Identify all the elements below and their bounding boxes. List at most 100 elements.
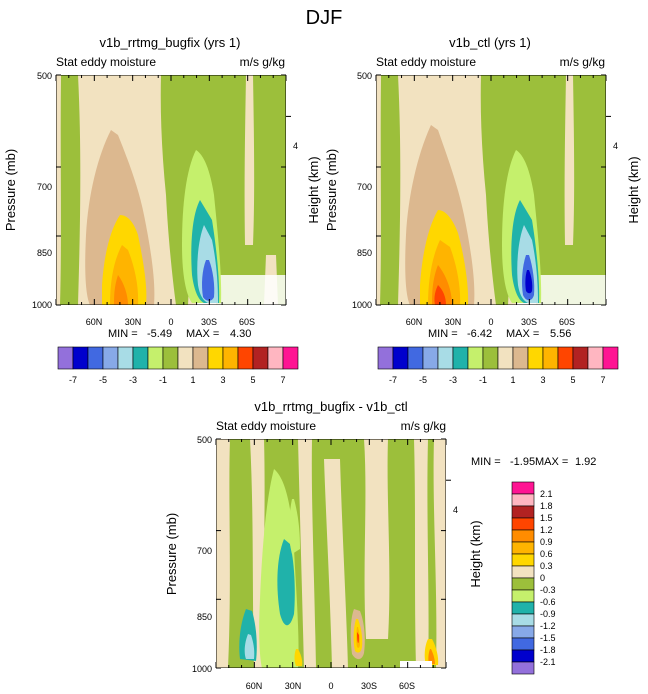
negative-contour xyxy=(244,634,255,659)
figure-title: DJF xyxy=(306,7,343,29)
x-tick: 60S xyxy=(239,317,255,327)
colorbar-swatch xyxy=(482,346,499,370)
colorbar-label: -1.2 xyxy=(540,621,556,631)
negative-contour xyxy=(277,539,295,626)
colorbar-swatch xyxy=(192,346,209,370)
tan-region xyxy=(433,439,446,668)
y-tick-850: 850 xyxy=(357,248,372,258)
colorbar-label: 3 xyxy=(220,375,225,385)
panel-2-plot-area xyxy=(376,75,606,305)
y-tick-500: 500 xyxy=(357,71,372,81)
panel-3-plot-area xyxy=(216,439,446,668)
x-tick: 30N xyxy=(285,681,302,691)
colorbar-swatch xyxy=(511,613,535,627)
colorbar-swatch xyxy=(282,346,299,370)
colorbar-swatch xyxy=(452,346,469,370)
positive-contour xyxy=(357,632,359,643)
panel-3-right-subtitle: m/s g/kg xyxy=(401,419,446,433)
x-tick: 60S xyxy=(559,317,575,327)
colorbar-swatch xyxy=(252,346,269,370)
colorbar-swatch xyxy=(511,601,535,615)
panel-ctl: v1b_ctl (yrs 1) Stat eddy moisture m/s g… xyxy=(324,35,641,385)
colorbar-swatch xyxy=(72,346,89,370)
x-tick: 0 xyxy=(168,317,173,327)
colorbar-swatch xyxy=(422,346,439,370)
panel-2-ylabel: Pressure (mb) xyxy=(324,149,339,231)
colorbar-swatch xyxy=(407,346,424,370)
panel-1-right-subtitle: m/s g/kg xyxy=(240,55,285,69)
tan-region xyxy=(324,459,348,668)
panel-3-right-ylabel: Height (km) xyxy=(468,520,483,587)
x-tick: 60S xyxy=(399,681,415,691)
x-tick: 30S xyxy=(201,317,217,327)
colorbar-label: 2.1 xyxy=(540,489,553,499)
colorbar-label: 1.2 xyxy=(540,525,553,535)
colorbar-label: -7 xyxy=(389,375,397,385)
panel-1-max-label: MAX = xyxy=(186,328,219,340)
colorbar-swatch xyxy=(542,346,559,370)
colorbar-swatch xyxy=(511,481,535,495)
panel-1-min-label: MIN = xyxy=(108,328,138,340)
panel-3-left-subtitle: Stat eddy moisture xyxy=(216,419,316,433)
negative-contour xyxy=(202,260,215,301)
y-tick-700: 700 xyxy=(357,182,372,192)
colorbar-label: -5 xyxy=(99,375,107,385)
colorbar-swatch xyxy=(222,346,239,370)
y-tick-1000: 1000 xyxy=(352,300,372,310)
colorbar-label: -7 xyxy=(69,375,77,385)
positive-contour xyxy=(428,649,435,664)
colorbar-label: -3 xyxy=(129,375,137,385)
colorbar-swatch xyxy=(511,589,535,603)
panel-2-max-label: MAX = xyxy=(506,328,539,340)
tan-region xyxy=(56,75,61,305)
x-tick: 30N xyxy=(125,317,142,327)
panel-1-title: v1b_rrtmg_bugfix (yrs 1) xyxy=(100,35,241,50)
panel-1-colorbar: -7 -5 -3 -1 1 3 5 7 xyxy=(57,346,299,385)
colorbar-label: 0.3 xyxy=(540,561,553,571)
panel-2-right-subtitle: m/s g/kg xyxy=(560,55,605,69)
panel-2-colorbar: -7 -5 -3 -1 1 3 5 7 xyxy=(377,346,619,385)
colorbar-swatch xyxy=(437,346,454,370)
panel-2-right-ylabel: Height (km) xyxy=(626,156,641,223)
x-tick: 30S xyxy=(361,681,377,691)
y-tick-700: 700 xyxy=(37,182,52,192)
tan-region xyxy=(564,75,575,245)
panel-2-min-label: MIN = xyxy=(428,328,458,340)
colorbar-swatch xyxy=(497,346,514,370)
colorbar-label: -0.6 xyxy=(540,597,556,607)
panel-3-max-value: 1.92 xyxy=(575,456,596,468)
colorbar-swatch xyxy=(587,346,604,370)
positive-contour xyxy=(294,649,303,666)
panel-3-min-label: MIN = xyxy=(471,456,501,468)
panel-3-colorbar: 2.1 1.8 1.5 1.2 0.9 0.6 0.3 0 -0.3 -0.6 … xyxy=(511,481,556,675)
x-tick: 30S xyxy=(521,317,537,327)
panel-1-min-value: -5.49 xyxy=(147,328,172,340)
colorbar-swatch xyxy=(132,346,149,370)
colorbar-swatch xyxy=(392,346,409,370)
colorbar-swatch xyxy=(511,661,535,675)
tan-region xyxy=(298,439,316,668)
colorbar-swatch xyxy=(511,529,535,543)
colorbar-swatch xyxy=(207,346,224,370)
x-tick: 0 xyxy=(328,681,333,691)
colorbar-swatch xyxy=(237,346,254,370)
positive-contour xyxy=(114,275,128,305)
colorbar-label: 5 xyxy=(570,375,575,385)
colorbar-swatch xyxy=(511,649,535,663)
colorbar-swatch xyxy=(572,346,589,370)
colorbar-swatch xyxy=(162,346,179,370)
colorbar-label: -1.8 xyxy=(540,645,556,655)
x-tick: 30N xyxy=(445,317,462,327)
panel-3-title: v1b_rrtmg_bugfix - v1b_ctl xyxy=(254,399,407,414)
tan-region xyxy=(244,75,255,245)
colorbar-label: -1.5 xyxy=(540,633,556,643)
panel-1-plot-area xyxy=(56,75,286,305)
colorbar-swatch xyxy=(117,346,134,370)
colorbar-swatch xyxy=(511,637,535,651)
colorbar-swatch xyxy=(57,346,74,370)
colorbar-label: 1 xyxy=(510,375,515,385)
panel-2-max-value: 5.56 xyxy=(550,328,571,340)
colorbar-swatch xyxy=(512,346,529,370)
colorbar-label: -5 xyxy=(419,375,427,385)
colorbar-swatch xyxy=(177,346,194,370)
